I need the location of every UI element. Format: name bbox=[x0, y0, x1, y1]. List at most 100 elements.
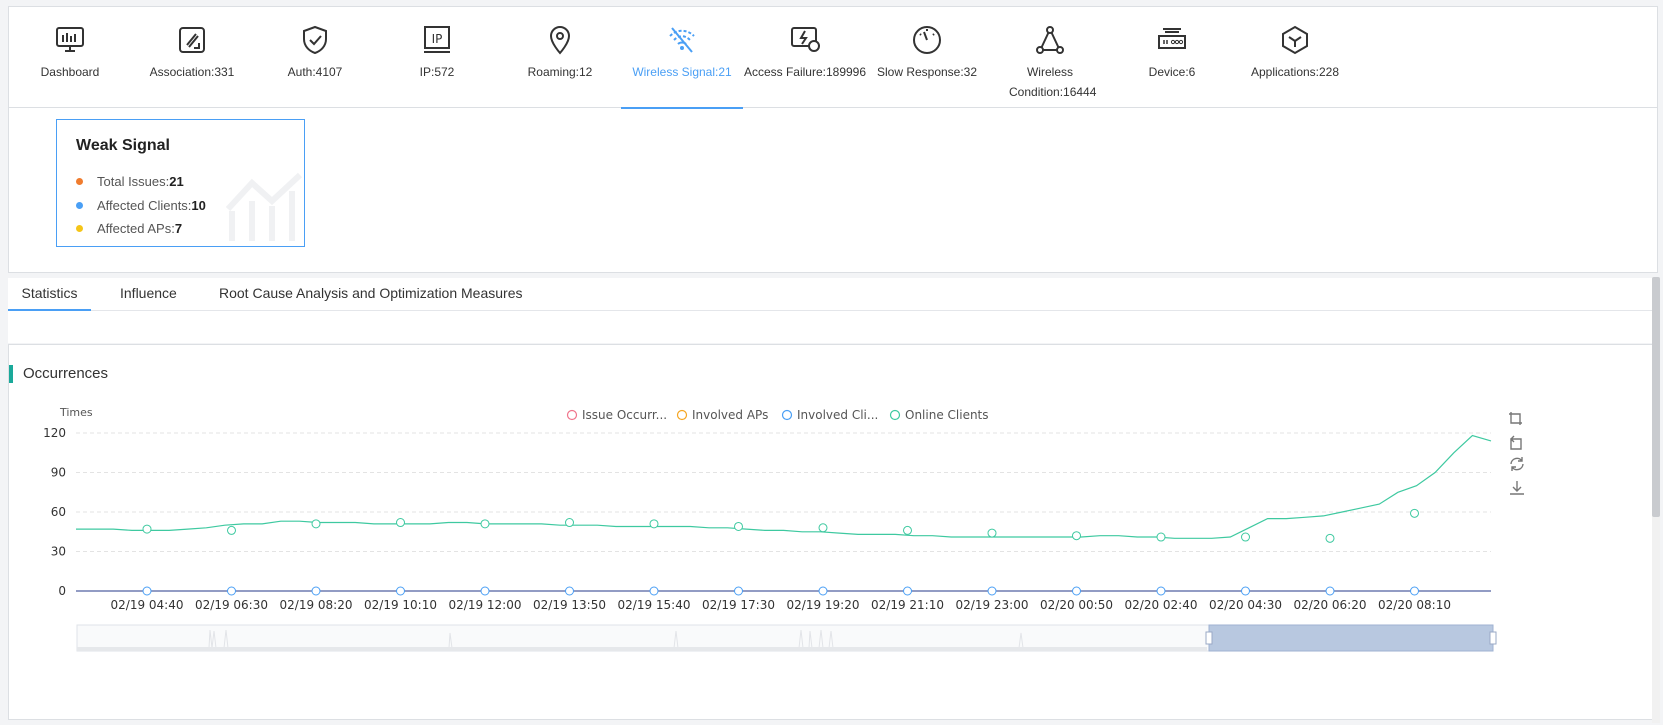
legend-marker bbox=[566, 409, 578, 421]
gauge-icon bbox=[913, 26, 941, 54]
point-involved-clients bbox=[818, 586, 828, 596]
nav-item-1[interactable]: Association:331 bbox=[131, 7, 253, 108]
point-online-clients bbox=[1241, 532, 1250, 542]
nav-item-label: Device:6 bbox=[1148, 65, 1196, 79]
occurrences-panel: Occurrences Times 0 30 60 90 120 02/19 04:40 02… bbox=[8, 344, 1658, 720]
x-tick-label: 02/19 21:10 bbox=[871, 598, 944, 612]
nav-item-4[interactable]: Roaming:12 bbox=[499, 7, 621, 108]
router-device-icon bbox=[1158, 28, 1186, 49]
tab-influence[interactable]: Influence bbox=[120, 285, 177, 301]
point-online-clients bbox=[480, 519, 490, 529]
zoom-handle-right[interactable] bbox=[1489, 631, 1497, 645]
x-tick-label: 02/19 12:00 bbox=[449, 598, 522, 612]
nav-item-10[interactable]: Applications:228 bbox=[1234, 7, 1356, 108]
point-online-clients bbox=[1072, 531, 1081, 541]
nav-item-label: Access Failure:189996 bbox=[743, 65, 867, 79]
point-involved-clients bbox=[311, 586, 321, 596]
scrollbar-thumb[interactable] bbox=[1652, 277, 1660, 517]
nav-item-2[interactable]: Auth:4107 bbox=[254, 7, 376, 108]
monitor-chart-icon bbox=[56, 27, 84, 52]
nav-item-8[interactable]: Wireless Condition:16444 bbox=[989, 7, 1111, 108]
nav-item-label: Association:331 bbox=[149, 65, 235, 79]
point-involved-clients bbox=[1072, 586, 1081, 596]
point-online-clients bbox=[649, 519, 659, 529]
x-tick-label: 02/20 08:10 bbox=[1378, 598, 1451, 612]
series-line-online-clients bbox=[76, 434, 1492, 539]
x-tick-label: 02/20 06:20 bbox=[1294, 598, 1367, 612]
x-tick-label: 02/19 13:50 bbox=[533, 598, 606, 612]
y-tick-label: 90 bbox=[51, 466, 66, 480]
chart-watermark-icon bbox=[225, 172, 303, 241]
point-online-clients bbox=[1410, 508, 1419, 518]
nav-item-label: Auth:4107 bbox=[287, 65, 343, 79]
detail-tabs: Statistics Influence Root Cause Analysis… bbox=[8, 278, 1658, 311]
wifi-weak-icon bbox=[669, 27, 695, 53]
point-involved-clients bbox=[903, 586, 912, 596]
nav-item-6[interactable]: Access Failure:189996 bbox=[744, 7, 866, 108]
tab-statistics[interactable]: Statistics bbox=[8, 278, 91, 311]
x-tick-label: 02/19 10:10 bbox=[364, 598, 437, 612]
point-online-clients bbox=[142, 524, 152, 534]
zoom-slider-window[interactable] bbox=[1208, 624, 1494, 652]
point-involved-clients bbox=[734, 586, 743, 596]
y-tick-label: 0 bbox=[58, 584, 66, 598]
tab-spacer bbox=[8, 311, 1658, 343]
x-tick-label: 02/20 04:30 bbox=[1209, 598, 1282, 612]
card-title: Weak Signal bbox=[76, 137, 170, 154]
legend-marker bbox=[889, 409, 901, 421]
location-pin-icon bbox=[549, 26, 571, 55]
total-issues-row: Total Issues:21 bbox=[76, 174, 184, 189]
y-tick-label: 60 bbox=[51, 505, 66, 519]
zoom-handle-left[interactable] bbox=[1205, 631, 1213, 645]
issue-panel: Dashboard Association:331 Auth:4107 IP IP:57… bbox=[8, 6, 1658, 273]
x-tick-label: 02/19 04:40 bbox=[111, 598, 184, 612]
dot-yellow-icon bbox=[76, 225, 83, 233]
network-nodes-icon bbox=[1036, 26, 1064, 54]
legend-label: Involved Cli... bbox=[797, 408, 878, 422]
nav-item-label: IP:572 bbox=[419, 65, 455, 79]
zoom-slider-base bbox=[77, 647, 1207, 651]
x-tick-label: 02/20 00:50 bbox=[1040, 598, 1113, 612]
legend-label: Involved APs bbox=[692, 408, 768, 422]
point-involved-clients bbox=[480, 586, 490, 596]
restore-icon[interactable] bbox=[1510, 457, 1524, 471]
point-involved-clients bbox=[1156, 586, 1166, 596]
point-online-clients bbox=[734, 521, 743, 531]
y-axis-label: Times bbox=[59, 406, 93, 419]
x-tick-label: 02/19 17:30 bbox=[702, 598, 775, 612]
nav-item-0[interactable]: Dashboard bbox=[9, 7, 131, 108]
nav-item-label: Wireless Condition:16444 bbox=[1009, 65, 1097, 99]
point-involved-clients bbox=[565, 586, 574, 596]
zoom-area-icon[interactable] bbox=[1509, 412, 1522, 425]
point-involved-clients bbox=[396, 586, 405, 596]
tab-root-cause[interactable]: Root Cause Analysis and Optimization Mea… bbox=[219, 285, 523, 301]
point-online-clients bbox=[1325, 533, 1335, 543]
nav-item-label: Dashboard bbox=[40, 65, 100, 79]
nav-item-3[interactable]: IP IP:572 bbox=[376, 7, 498, 108]
point-involved-clients bbox=[987, 586, 997, 596]
legend-label: Issue Occurr... bbox=[582, 408, 667, 422]
ip-icon: IP bbox=[424, 26, 450, 53]
point-online-clients bbox=[818, 523, 828, 533]
legend-marker bbox=[781, 409, 793, 421]
point-online-clients bbox=[311, 519, 321, 529]
nav-item-label: Slow Response:32 bbox=[876, 65, 978, 79]
nav-item-9[interactable]: Device:6 bbox=[1111, 7, 1233, 108]
monitor-alert-icon bbox=[791, 27, 820, 52]
nav-item-5[interactable]: Wireless Signal:21 bbox=[621, 7, 743, 109]
nav-item-7[interactable]: Slow Response:32 bbox=[866, 7, 988, 108]
download-icon[interactable] bbox=[1510, 481, 1524, 495]
y-tick-label: 30 bbox=[51, 545, 66, 559]
affected-aps-row: Affected APs:7 bbox=[76, 221, 182, 236]
point-involved-clients bbox=[1241, 586, 1250, 596]
point-online-clients bbox=[227, 525, 236, 535]
point-online-clients bbox=[903, 525, 912, 535]
section-title-occurrences: Occurrences bbox=[9, 365, 108, 383]
weak-signal-card: Weak Signal Total Issues:21 Affected Cli… bbox=[56, 119, 305, 247]
nav-item-label: Applications:228 bbox=[1250, 65, 1340, 79]
dot-orange-icon bbox=[76, 178, 83, 186]
zoom-reset-icon[interactable] bbox=[1510, 435, 1522, 450]
x-tick-label: 02/19 23:00 bbox=[956, 598, 1029, 612]
occurrences-chart: Times 0 30 60 90 120 02/19 04:40 02/19 06:30 02/… bbox=[43, 406, 1524, 652]
x-tick-label: 02/19 08:20 bbox=[280, 598, 353, 612]
